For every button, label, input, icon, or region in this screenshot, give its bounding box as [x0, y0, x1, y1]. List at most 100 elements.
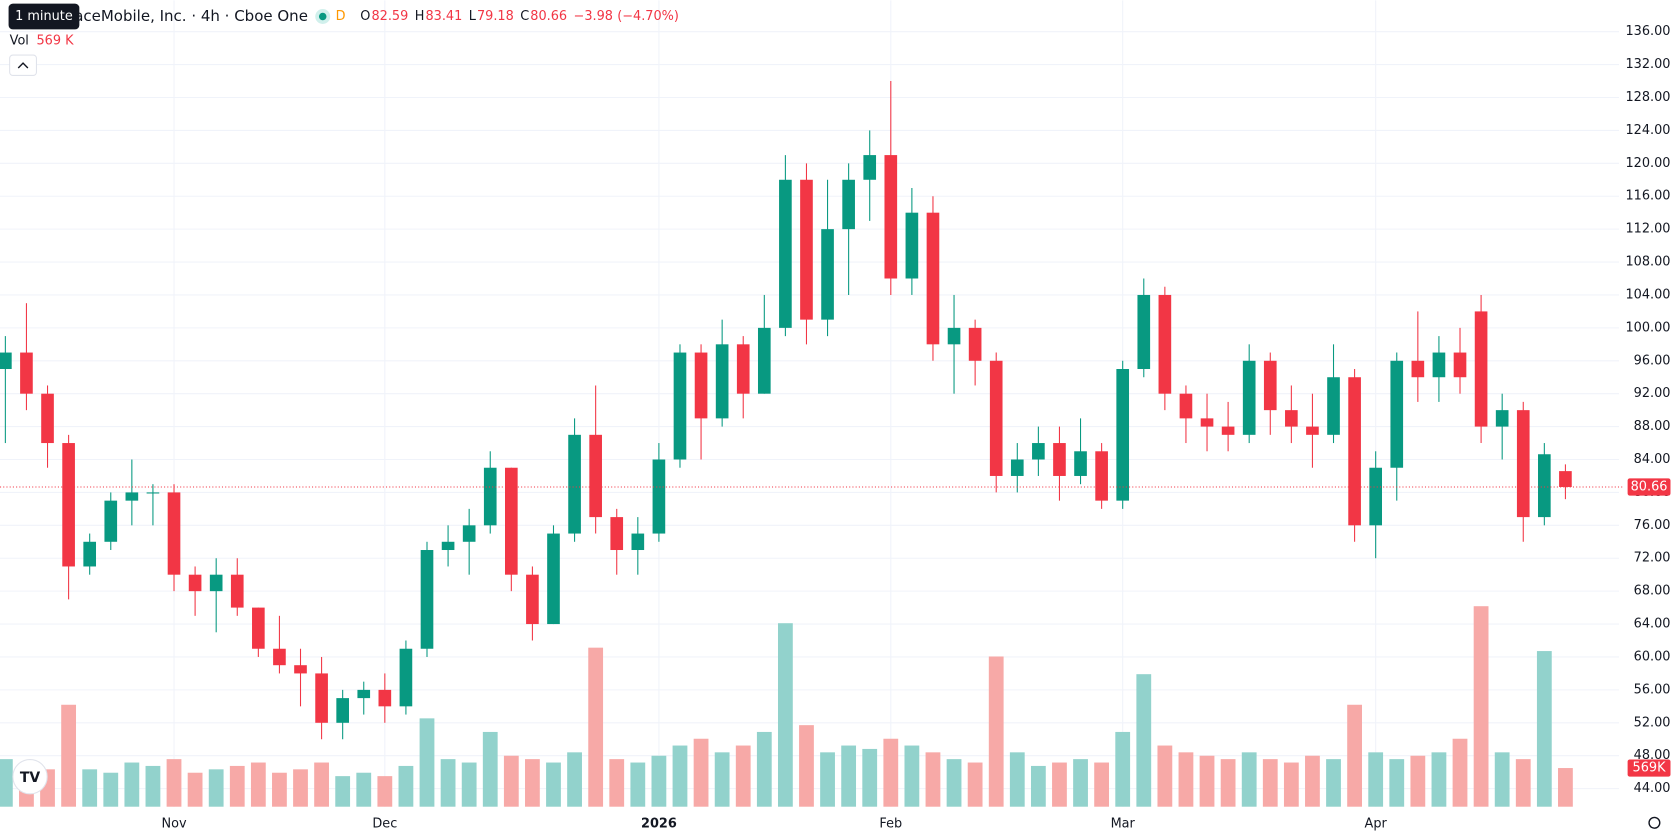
candle-body: [252, 607, 265, 649]
candle-body: [989, 360, 1003, 476]
candle-body: [1137, 294, 1151, 370]
volume-title: Vol: [10, 34, 29, 49]
y-tick-label: 116.00: [1625, 189, 1670, 204]
settings-icon[interactable]: [1648, 816, 1661, 829]
y-tick-label: 88.00: [1634, 419, 1671, 434]
candle-body: [209, 574, 223, 592]
volume-bar: [1009, 752, 1025, 807]
volume-bar: [925, 752, 941, 807]
y-tick-label: 132.00: [1625, 57, 1670, 72]
volume-bar: [1052, 762, 1067, 807]
candle-body: [673, 352, 687, 460]
candle-body: [399, 648, 413, 707]
candle-body: [568, 434, 581, 534]
candle-body: [842, 179, 855, 230]
candle-body: [1221, 426, 1235, 435]
y-tick-label: 44.00: [1634, 781, 1671, 796]
volume-bar: [714, 752, 730, 807]
candle-body: [20, 352, 33, 394]
y-tick-label: 100.00: [1625, 320, 1670, 335]
ohlc-key: O: [360, 9, 370, 24]
candle-body: [736, 344, 750, 394]
ohlc-value: 80.66: [530, 9, 567, 24]
volume-bar: [1241, 752, 1257, 807]
volume-bar: [904, 745, 920, 807]
y-tick-label: 84.00: [1634, 452, 1671, 467]
candle-body: [420, 550, 434, 649]
volume-bar: [145, 765, 161, 807]
volume-bar: [630, 762, 646, 807]
y-tick-label: 112.00: [1625, 222, 1670, 237]
volume-bar: [166, 759, 182, 807]
volume-bar: [756, 731, 772, 807]
y-tick-label: 120.00: [1625, 156, 1670, 171]
candle-body: [652, 459, 666, 534]
volume-bar: [588, 647, 604, 807]
volume-bar: [883, 738, 899, 807]
y-tick-label: 64.00: [1634, 617, 1671, 632]
candle-body: [378, 689, 392, 707]
candle-body: [0, 352, 12, 370]
volume-bar: [187, 772, 203, 807]
volume-bar: [250, 762, 266, 807]
candle-body: [631, 533, 645, 551]
candle-body: [125, 492, 139, 501]
volume-bar: [103, 772, 119, 807]
volume-bar: [1094, 762, 1110, 807]
x-tick-label: Dec: [372, 816, 397, 831]
candle-body: [462, 525, 476, 542]
volume-bar: [1178, 752, 1194, 807]
candle-body: [821, 229, 834, 320]
volume-bar: [314, 762, 329, 807]
volume-bar: [1389, 759, 1405, 807]
volume-value: 569 K: [36, 34, 74, 49]
volume-bar: [503, 755, 519, 807]
candle-body: [1010, 459, 1024, 476]
volume-bar: [1452, 738, 1468, 807]
x-tick-label: 2026: [641, 816, 677, 831]
candle-body: [1516, 410, 1530, 518]
candle-body: [167, 492, 181, 575]
volume-bar: [546, 762, 561, 807]
volume-bar: [1494, 752, 1510, 807]
candle-body: [357, 689, 371, 699]
candle-body: [1432, 352, 1446, 378]
candle-body: [526, 574, 539, 625]
candle-body: [104, 500, 118, 542]
volume-bar: [735, 745, 751, 807]
y-tick-label: 124.00: [1625, 123, 1670, 138]
volume-bar: [799, 725, 814, 807]
candle-body: [1116, 369, 1130, 501]
ohlc-key: L: [469, 9, 477, 24]
volume-bar: [1326, 759, 1341, 807]
candle-body: [1179, 393, 1193, 419]
candle-body: [947, 327, 961, 345]
collapse-button[interactable]: [9, 54, 37, 77]
volume-bar: [525, 759, 540, 807]
volume-bar: [208, 769, 224, 807]
candle-body: [1095, 451, 1108, 501]
volume-bar: [862, 748, 878, 807]
candle-body: [1411, 360, 1425, 378]
x-tick-label: Apr: [1365, 816, 1388, 831]
volume-bar: [82, 769, 98, 807]
candle-body: [336, 698, 349, 723]
volume-bar: [377, 776, 393, 807]
candle-body: [505, 467, 518, 575]
candle-body: [146, 492, 160, 494]
status-dot: [318, 12, 327, 21]
volume-bar: [1431, 752, 1447, 807]
ohlc-value: 79.18: [477, 9, 514, 24]
volume-bar: [1536, 651, 1552, 807]
legend: AST SpaceMobile, Inc. · 4h · Cboe One D …: [8, 3, 679, 77]
logo-bg[interactable]: [12, 758, 48, 795]
volume-bar: [693, 738, 709, 807]
y-tick-label: 96.00: [1634, 353, 1671, 368]
y-tick-label: 72.00: [1634, 551, 1671, 566]
candle-body: [1032, 443, 1045, 460]
volume-bar: [1262, 759, 1278, 807]
candle-body: [779, 179, 792, 328]
candle-body: [1053, 443, 1066, 476]
volume-bar: [967, 762, 983, 807]
candle-body: [1158, 294, 1172, 394]
